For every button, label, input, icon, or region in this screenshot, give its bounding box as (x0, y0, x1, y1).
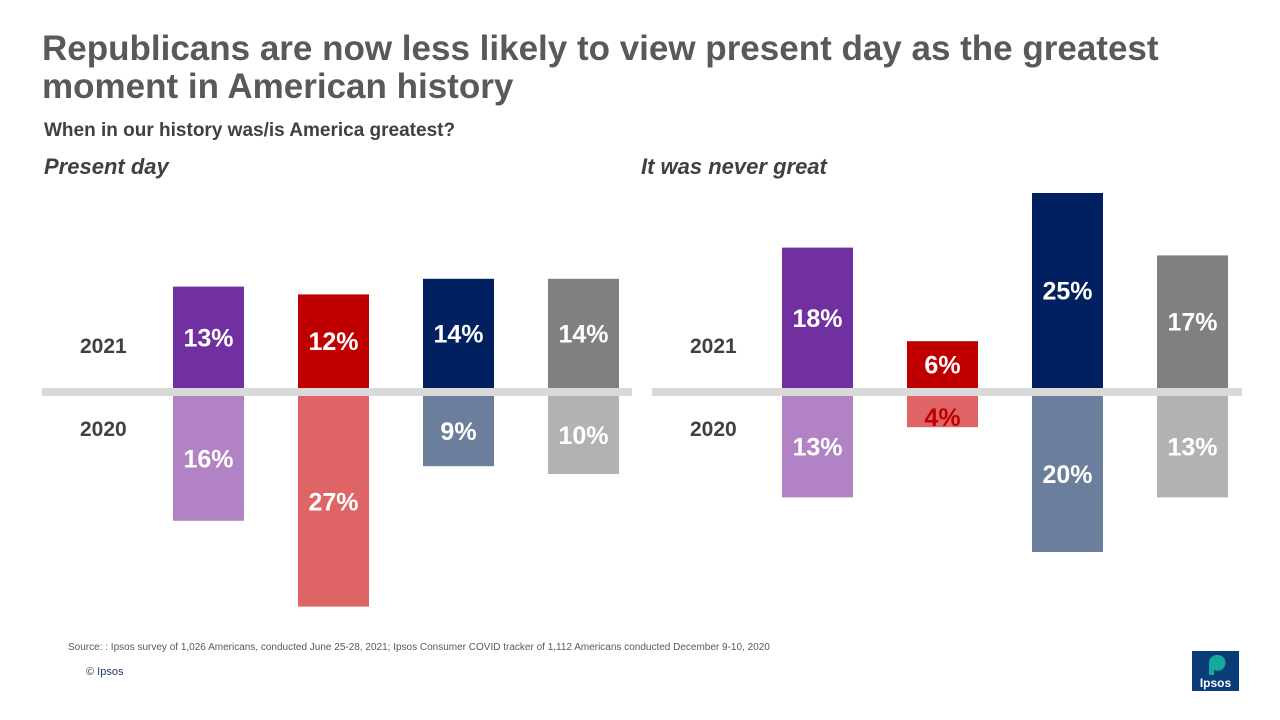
bar-present-day-2020-3 (423, 396, 494, 467)
row-label-2020: 2020 (80, 418, 127, 441)
data-label-present-day-2020-2: 27% (308, 488, 358, 516)
bar-never-great-2020-2 (907, 396, 978, 428)
bar-present-day-2021-3 (423, 278, 494, 388)
bar-never-great-2020-4 (1157, 396, 1228, 498)
data-label-never-great-2020-3: 20% (1042, 461, 1092, 489)
bar-present-day-2021-1 (173, 286, 244, 388)
data-label-present-day-2020-1: 16% (183, 445, 233, 473)
bar-never-great-2021-4 (1157, 255, 1228, 388)
data-label-never-great-2021-4: 17% (1167, 309, 1217, 337)
bar-present-day-2020-1 (173, 396, 244, 521)
data-label-never-great-2020-4: 13% (1167, 434, 1217, 462)
page-title: Republicans are now less likely to view … (42, 29, 1159, 106)
chart-subtitle: When in our history was/is America great… (44, 120, 456, 141)
data-label-present-day-2021-4: 14% (558, 320, 608, 348)
bar-present-day-2021-2 (298, 294, 369, 388)
data-label-never-great-2021-1: 18% (792, 305, 842, 333)
data-label-never-great-2021-3: 25% (1042, 278, 1092, 306)
bar-never-great-2021-2 (907, 341, 978, 388)
panel-title-never-great: It was never great (641, 154, 827, 179)
bar-never-great-2021-1 (782, 247, 853, 388)
row-label-2021: 2021 (690, 335, 737, 358)
data-label-present-day-2021-3: 14% (433, 320, 483, 348)
row-label-2021: 2021 (80, 335, 127, 358)
bar-never-great-2020-3 (1032, 396, 1103, 552)
data-label-present-day-2020-4: 10% (558, 422, 608, 450)
logo-text: Ipsos (1200, 676, 1232, 690)
data-label-present-day-2021-1: 13% (183, 324, 233, 352)
data-label-never-great-2020-2: 4% (924, 404, 960, 432)
baseline-never-great (652, 388, 1242, 396)
data-label-never-great-2020-1: 13% (792, 434, 842, 462)
bar-present-day-2020-4 (548, 396, 619, 474)
source-note: Source: : Ipsos survey of 1,026 American… (68, 642, 770, 653)
bar-present-day-2020-2 (298, 396, 369, 607)
data-label-present-day-2021-2: 12% (308, 328, 358, 356)
baseline-present-day (42, 388, 632, 396)
copyright: © Ipsos (86, 666, 124, 678)
data-label-never-great-2021-2: 6% (924, 352, 960, 380)
bar-present-day-2021-4 (548, 278, 619, 388)
data-label-present-day-2020-3: 9% (440, 418, 476, 446)
ipsos-logo: Ipsos (1192, 651, 1239, 691)
bar-never-great-2021-3 (1032, 193, 1103, 388)
row-label-2020: 2020 (690, 418, 737, 441)
panel-title-present-day: Present day (44, 154, 169, 179)
bar-never-great-2020-1 (782, 396, 853, 498)
